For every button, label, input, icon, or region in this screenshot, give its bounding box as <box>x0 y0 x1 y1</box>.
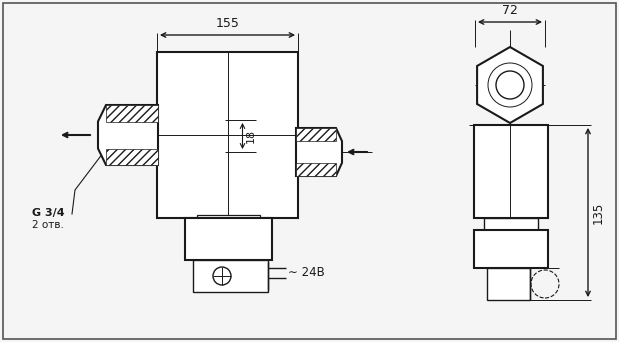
Bar <box>193 260 268 292</box>
Text: ∼ 24В: ∼ 24В <box>288 265 325 278</box>
Bar <box>474 125 548 218</box>
Bar <box>484 218 538 230</box>
Polygon shape <box>98 105 158 165</box>
Text: G 3/4: G 3/4 <box>32 208 64 218</box>
Bar <box>185 218 272 260</box>
Bar <box>474 230 548 268</box>
Text: 72: 72 <box>502 4 518 17</box>
Text: 155: 155 <box>215 17 240 30</box>
Bar <box>106 148 158 165</box>
Polygon shape <box>477 47 543 123</box>
Text: 18: 18 <box>246 129 256 143</box>
Bar <box>157 52 298 218</box>
Bar <box>197 215 260 222</box>
Text: 135: 135 <box>592 201 605 224</box>
Polygon shape <box>296 128 342 176</box>
Text: 2 отв.: 2 отв. <box>32 220 64 230</box>
Bar <box>487 268 530 300</box>
Bar <box>296 163 336 176</box>
Bar <box>106 105 158 121</box>
Bar <box>296 128 336 141</box>
